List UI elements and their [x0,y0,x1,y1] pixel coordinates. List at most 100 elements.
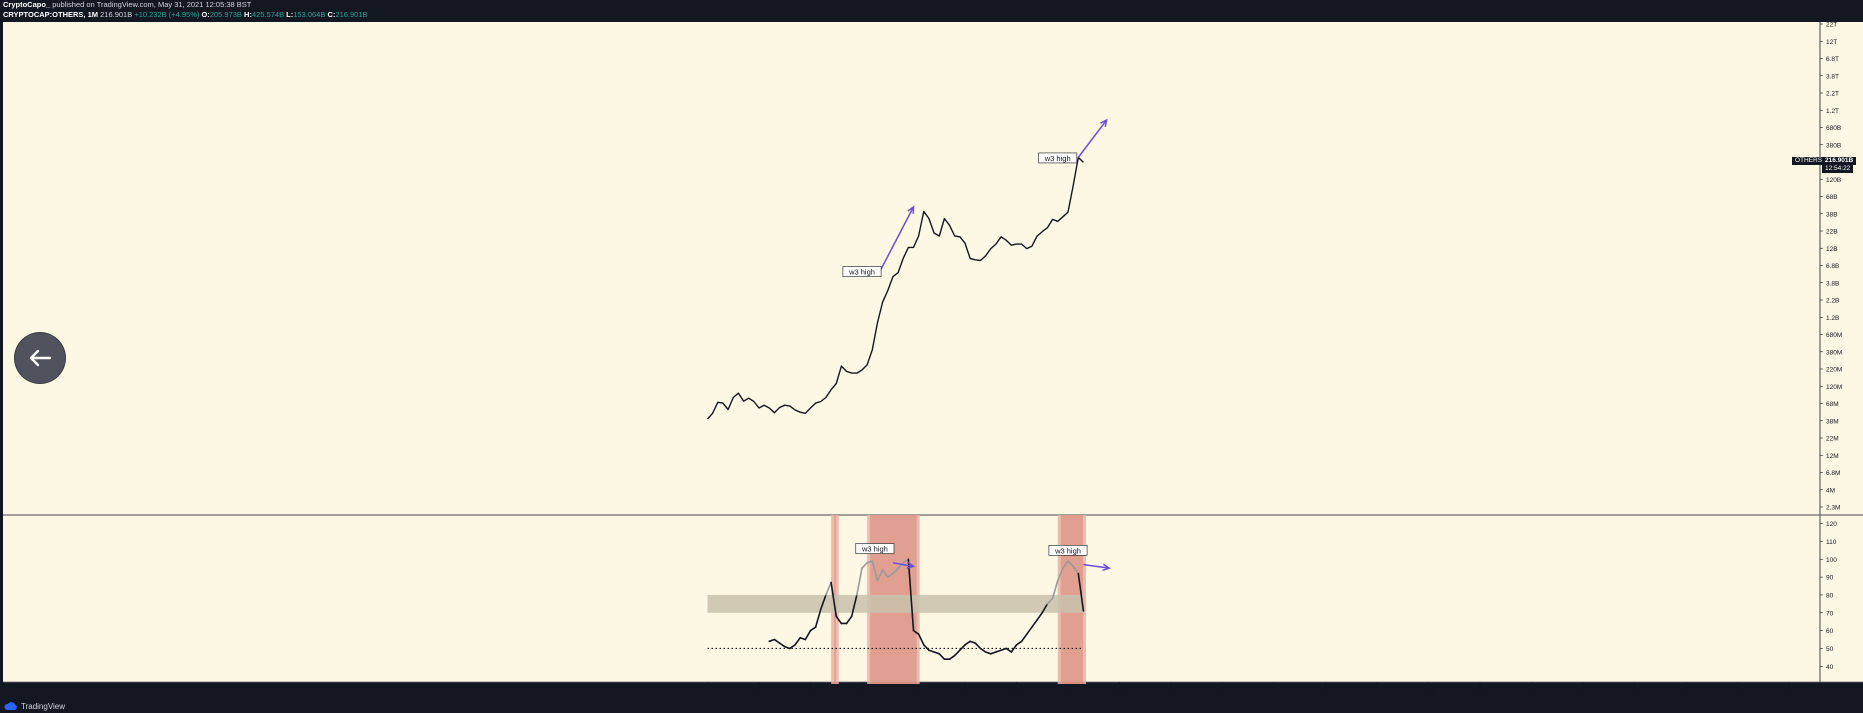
rsi-segment [989,651,997,655]
price-annotation-1-box [842,266,882,277]
x-tick-label: 2025 [1267,688,1282,695]
rsi-segment [845,615,853,625]
price-line [706,156,1084,420]
x-tick-label: 2031 [1576,688,1591,695]
rsi-segment [871,560,879,582]
chart-footer: TradingView [0,700,1863,713]
x-tick-label: 2026 [1318,688,1333,695]
rsi-segment [1000,647,1008,652]
rsi-segment [783,645,791,650]
chart-area[interactable]: 22T12T6.8T3.8T2.2T1.2T680B380B220B120B68… [0,22,1863,705]
rsi-segment [876,569,884,582]
low-label: L: [286,10,294,19]
x-tick-label: 2024 [1215,688,1230,695]
rsi-segment [1020,633,1028,643]
y-tick-label: 22B [1826,229,1838,236]
rsi-segment [799,636,807,641]
y-tick-label: 120B [1826,177,1841,184]
rsi-segment [1051,579,1059,600]
y-tick-label: 2.3M [1826,505,1840,512]
rsi-y-tick-label: 110 [1826,539,1837,546]
rsi-arrow-1-head [906,561,916,570]
y-tick-label: 680B [1826,125,1841,132]
publish-info: published on TradingView.com, May 31, 20… [52,0,252,9]
rsi-segment [959,644,966,652]
rsi-segment [804,629,812,641]
publish-line: CryptoCapo_ published on TradingView.com… [3,0,251,10]
rsi-annotation-1: w3 high [861,545,888,554]
rsi-segment [902,558,910,564]
chart-header: CryptoCapo_ published on TradingView.com… [0,0,1863,22]
x-tick-label: 2030 [1524,688,1539,695]
y-tick-label: 2.2T [1826,91,1839,98]
rsi-segment [778,642,786,648]
y-tick-label: 68B [1826,194,1838,201]
price-annotation-2: w3 high [1044,154,1071,163]
rsi-segment [794,636,802,646]
rsi-segment [1031,619,1038,628]
price-arrow-2 [1077,119,1108,158]
y-tick-label: 22M [1826,436,1839,443]
open-label: O: [201,10,210,19]
price-annotation-1: w3 high [848,268,875,277]
rsi-segment [979,647,987,653]
symbol-label[interactable]: CRYPTOCAP:OTHERS, 1M [3,10,99,19]
rsi-segment [886,572,894,578]
rsi-segment [881,569,889,578]
rsi-segment [830,581,838,618]
y-tick-label: 3.8T [1826,73,1839,80]
rsi-segment [768,638,776,643]
y-tick-label: 38M [1826,418,1839,425]
price-tag-value: 216.901B [1822,157,1857,165]
rsi-segment [825,581,832,596]
y-tick-label: 120M [1826,384,1842,391]
rsi-segment [928,649,935,653]
x-tick-label: 2034 [1730,688,1745,695]
rsi-segment [938,653,946,660]
rsi-segment [1056,567,1064,582]
rsi-segment [819,594,827,611]
author-name[interactable]: CryptoCapo_ [3,0,51,9]
rsi-y-tick-label: 40 [1826,664,1834,671]
rsi-segment [1005,647,1013,653]
rsi-arrow-2 [1083,563,1110,569]
price-arrow-1 [876,206,915,277]
rsi-segment [984,651,992,655]
price-annotation-2-box [1038,152,1078,164]
y-tick-label: 3.8B [1826,280,1839,287]
rsi-y-tick-label: 60 [1826,628,1834,635]
y-tick-label: 6.8T [1826,56,1839,63]
rsi-annotation-1-box [855,543,895,554]
chart-canvas[interactable]: 22T12T6.8T3.8T2.2T1.2T680B380B220B120B68… [0,22,1863,705]
price-change: +10.232B (+4.95%) [134,10,200,19]
low-value: 153.064B [293,10,326,19]
last-price: 216.901B [100,10,133,19]
rsi-segment [1067,560,1074,568]
price-axis-background [1820,22,1863,682]
rsi-segment [912,629,920,635]
rsi-y-tick-label: 80 [1826,592,1834,599]
price-tag-countdown: 12:54:22 [1822,165,1854,173]
rsi-segment [835,615,843,625]
y-tick-label: 12T [1826,39,1837,46]
rsi-annotation-2-box [1048,545,1088,556]
y-tick-label: 4M [1826,487,1835,494]
rsi-segment [1062,560,1069,569]
price-arrow-1-head [907,205,915,214]
x-tick-label: 2020 [1009,688,1024,695]
x-tick-label: 1 [706,688,710,695]
y-tick-label: 6.8B [1826,263,1839,270]
rsi-segment [814,608,822,628]
y-tick-label: 380M [1826,349,1842,356]
back-button[interactable] [15,333,65,383]
brand-label[interactable]: TradingView [21,702,66,711]
x-tick-label: 2028 [1421,688,1436,695]
rsi-segment [953,649,961,657]
x-tick-label: 2029 [1473,688,1488,695]
y-tick-label: 6.8M [1826,470,1840,477]
rsi-segment [809,626,817,632]
rsi-segment [995,649,1002,653]
y-tick-label: 680M [1826,332,1842,339]
y-tick-label: 68M [1826,401,1839,408]
x-tick-label: 2021 [1061,688,1076,695]
